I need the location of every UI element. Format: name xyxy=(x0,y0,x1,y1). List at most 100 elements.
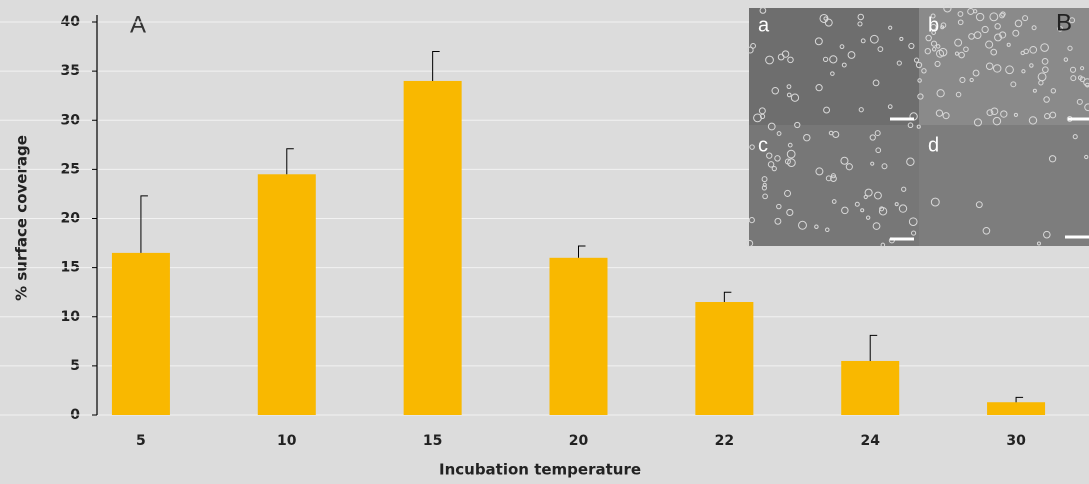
cell xyxy=(968,33,975,40)
cell xyxy=(787,142,793,148)
x-tick-label: 5 xyxy=(136,433,146,449)
cell xyxy=(746,239,754,247)
cell xyxy=(958,51,965,59)
cell xyxy=(1023,48,1029,55)
cell xyxy=(790,93,800,102)
cell xyxy=(901,186,907,192)
cell xyxy=(1012,29,1020,37)
cell xyxy=(1084,82,1089,88)
cell xyxy=(825,175,832,182)
cell xyxy=(935,109,944,117)
panel-label: d xyxy=(928,134,939,156)
panel-label: c xyxy=(758,134,768,156)
cell xyxy=(1036,241,1041,246)
cell xyxy=(858,107,864,113)
cell xyxy=(931,30,936,35)
inset: a b c d B xyxy=(746,4,1089,248)
cell xyxy=(825,227,830,233)
cell xyxy=(786,208,794,216)
x-tick-label: 30 xyxy=(1006,433,1026,449)
cell xyxy=(863,194,868,200)
cell xyxy=(915,61,923,69)
cell xyxy=(1010,81,1017,88)
cell xyxy=(831,199,837,204)
cell xyxy=(761,185,767,191)
cell xyxy=(759,7,767,14)
cell xyxy=(1050,88,1057,94)
cell xyxy=(864,188,873,197)
cell xyxy=(857,13,865,21)
cell xyxy=(936,89,945,98)
cell xyxy=(776,203,782,210)
cell xyxy=(894,202,899,207)
micrograph xyxy=(749,125,919,246)
cell xyxy=(935,44,941,49)
cell xyxy=(1029,63,1034,68)
cell xyxy=(872,222,881,230)
cell xyxy=(845,163,853,171)
cell xyxy=(924,48,931,55)
cell xyxy=(815,167,824,176)
cell xyxy=(906,157,915,166)
cell xyxy=(814,37,823,46)
cell xyxy=(1029,45,1038,54)
cell xyxy=(957,11,964,17)
cell xyxy=(925,34,932,42)
cell xyxy=(959,76,966,84)
x-tick-label: 20 xyxy=(569,433,589,449)
cell xyxy=(748,217,755,224)
micrograph xyxy=(749,8,919,125)
cell xyxy=(994,33,1002,42)
cell xyxy=(908,42,915,50)
cell xyxy=(881,163,888,170)
cell xyxy=(1040,43,1049,52)
cell xyxy=(759,113,766,119)
cell xyxy=(930,23,937,31)
error-bar xyxy=(432,50,440,81)
cell xyxy=(814,224,819,229)
cell xyxy=(771,165,777,172)
cell xyxy=(931,47,937,52)
cell xyxy=(1021,69,1026,74)
cell xyxy=(911,230,917,236)
cell xyxy=(1057,26,1063,32)
cell xyxy=(930,40,938,47)
cell xyxy=(771,86,779,95)
cell xyxy=(746,46,754,54)
cell xyxy=(1077,75,1083,81)
cell xyxy=(975,12,985,22)
cell xyxy=(1031,25,1037,31)
bar xyxy=(257,174,316,415)
cell xyxy=(869,34,879,44)
cell xyxy=(854,201,860,207)
cell xyxy=(954,51,960,56)
cell xyxy=(822,56,829,63)
cells xyxy=(746,4,1089,248)
cell xyxy=(830,175,837,182)
cell xyxy=(762,193,768,200)
cell xyxy=(781,50,790,58)
cell xyxy=(1028,116,1038,125)
cell xyxy=(1042,66,1049,74)
cell xyxy=(888,25,893,30)
cell xyxy=(1005,65,1014,75)
cell xyxy=(916,124,921,129)
error-bar xyxy=(578,245,586,258)
panel-label: a xyxy=(758,14,770,36)
cell xyxy=(1000,11,1006,17)
micrograph xyxy=(919,8,1089,125)
cell xyxy=(1043,96,1050,103)
cell xyxy=(774,217,782,225)
cell xyxy=(860,38,866,44)
cell xyxy=(896,60,902,66)
cell xyxy=(803,133,811,142)
cell xyxy=(1063,57,1069,62)
cell xyxy=(874,130,881,137)
cell xyxy=(1072,134,1078,140)
cell xyxy=(869,134,876,141)
cell xyxy=(829,55,838,64)
cell xyxy=(878,207,888,216)
cell xyxy=(1076,98,1083,105)
cell xyxy=(765,55,774,65)
cell xyxy=(963,46,969,53)
